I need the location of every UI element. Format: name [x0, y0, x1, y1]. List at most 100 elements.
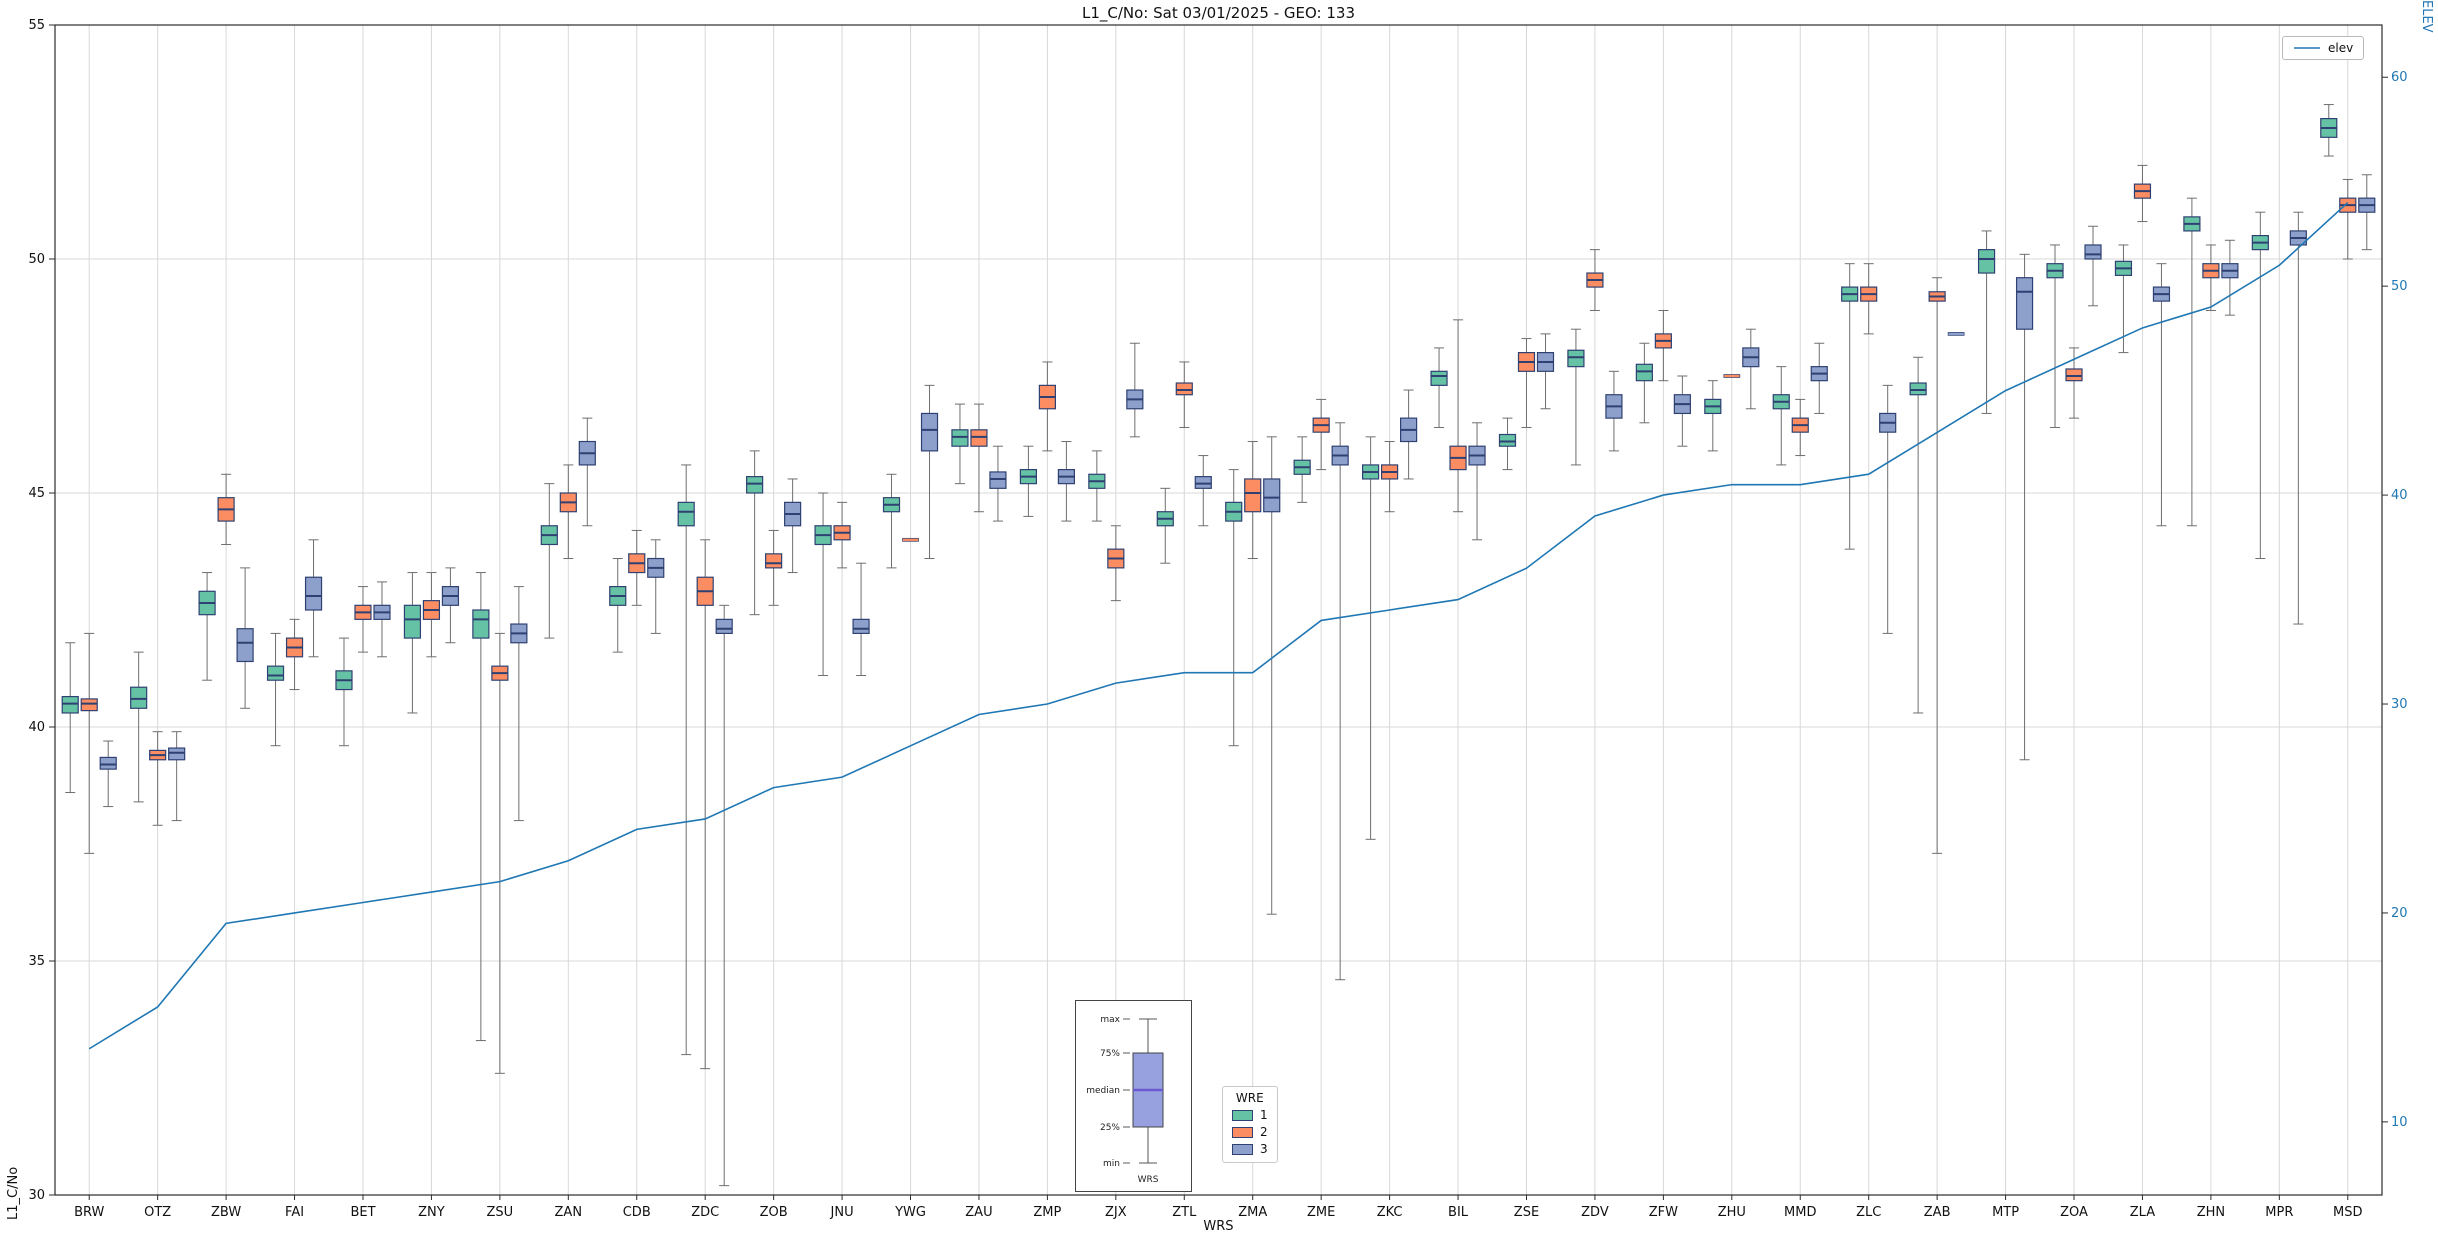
box-ZNY-wre1	[403, 572, 422, 714]
box-BIL-wre1	[1430, 347, 1448, 428]
box-rect	[2084, 244, 2102, 260]
box-rect	[304, 576, 323, 611]
box-ZTL-wre1	[1156, 487, 1174, 564]
wre-legend-item-2: 2	[1232, 1125, 1268, 1139]
box-ZAB-wre2	[1928, 277, 1946, 854]
box-ZDV-wre2	[1586, 249, 1604, 311]
left-tick-label: 50	[28, 252, 45, 267]
box-rect	[989, 471, 1007, 489]
box-MTP-wre1	[1977, 230, 1996, 414]
anatomy-p25-label: 25%	[1100, 1123, 1120, 1133]
box-ZAB-wre3	[1947, 332, 1965, 336]
box-MTP-wre3	[2015, 253, 2034, 761]
x-tick-label: ZFW	[1649, 1205, 1678, 1220]
box-ZLC-wre1	[1841, 263, 1859, 550]
wre-2-label: 2	[1260, 1125, 1268, 1139]
box-rect	[2015, 277, 2034, 330]
anatomy-diagram: max 75% median 25% min WRS	[1086, 1015, 1164, 1185]
box-ZBW-wre1	[198, 572, 216, 681]
x-tick-label: CDB	[623, 1205, 651, 1220]
box-ZSU-wre3	[510, 586, 528, 822]
box-MMD-wre2	[1791, 398, 1809, 457]
box-ZHU-wre2	[1723, 374, 1741, 378]
x-tick-label: ZLC	[1856, 1205, 1881, 1220]
x-tick-label: ZDV	[1581, 1205, 1609, 1220]
box-ZMA-wre2	[1244, 441, 1262, 560]
x-tick-label: ZMA	[1238, 1205, 1267, 1220]
box-ZSE-wre1	[1498, 417, 1517, 471]
box-ZAN-wre2	[559, 464, 577, 560]
box-BET-wre2	[354, 586, 372, 653]
box-FAI-wre1	[266, 632, 285, 747]
x-tick-label: ZLA	[2130, 1205, 2155, 1220]
box-JNU-wre1	[814, 492, 832, 677]
wre-legend-title: WRE	[1235, 1091, 1264, 1105]
box-MSD-wre1	[2320, 104, 2338, 157]
box-MPR-wre3	[2289, 211, 2307, 625]
box-rect	[1244, 478, 1262, 513]
box-ZLA-wre1	[2114, 244, 2133, 354]
wre-legend-item-1: 1	[1232, 1108, 1268, 1122]
box-BIL-wre3	[1468, 422, 1486, 541]
box-FAI-wre2	[285, 618, 304, 691]
x-tick-label: FAI	[285, 1205, 304, 1220]
box-ZNY-wre3	[441, 567, 460, 644]
box-MMD-wre1	[1772, 366, 1790, 466]
box-ZAU-wre1	[951, 403, 969, 485]
x-tick-label: ZOA	[2060, 1205, 2088, 1220]
x-tick-label: ZNY	[418, 1205, 445, 1220]
box-ZHN-wre1	[2183, 197, 2201, 527]
x-tick-label: ZDC	[691, 1205, 719, 1220]
box-ZDV-wre3	[1605, 370, 1623, 452]
box-rect	[1635, 363, 1653, 382]
x-tick-label: ZHN	[2197, 1205, 2225, 1220]
box-ZMA-wre1	[1225, 469, 1243, 747]
right-tick-label: 50	[2391, 279, 2408, 294]
box-MPR-wre1	[2251, 211, 2269, 560]
box-ZHU-wre3	[1742, 328, 1760, 410]
box-CDB-wre1	[609, 558, 627, 653]
elev-legend: elev	[2282, 36, 2365, 60]
wre-legend: WRE 1 2 3	[1222, 1086, 1278, 1163]
box-rect	[1498, 433, 1517, 447]
wre-legend-item-3: 3	[1232, 1142, 1268, 1156]
box-CDB-wre3	[647, 539, 665, 634]
anatomy-median-label: median	[1086, 1086, 1120, 1096]
boxplot-anatomy-inset: max 75% median 25% min WRS	[1075, 1000, 1192, 1192]
box-ZHU-wre1	[1704, 380, 1722, 452]
x-tick-label: MSD	[2333, 1205, 2362, 1220]
box-ZLC-wre2	[1860, 263, 1878, 335]
x-tick-label: BRW	[74, 1205, 104, 1220]
x-tick-label: ZSE	[1514, 1205, 1539, 1220]
plot-border	[54, 24, 2383, 1196]
x-tick-label: BET	[350, 1205, 375, 1220]
x-tick-label: ZTL	[1172, 1205, 1197, 1220]
x-tick-label: BIL	[1448, 1205, 1469, 1220]
left-tick-label: 30	[28, 1188, 45, 1203]
boxplots	[61, 104, 2376, 1187]
box-ZFW-wre1	[1635, 342, 1653, 424]
x-tick-label: ZSU	[487, 1205, 514, 1220]
box-YWG-wre2	[902, 537, 919, 542]
box-rect	[951, 429, 969, 447]
box-ZOB-wre2	[765, 529, 783, 606]
axis-ticks: 30 35 40 45 50 55 10 20 30 40 50 60 BRW OTZ ZBW FAI BET Z…	[28, 18, 2407, 1220]
box-ZSE-wre2	[1517, 338, 1536, 428]
box-OTZ-wre3	[168, 731, 186, 822]
elev-line	[88, 201, 2349, 1050]
x-tick-label: ZAB	[1924, 1205, 1951, 1220]
box-rect	[1175, 382, 1193, 396]
box-ZDC-wre3	[715, 604, 733, 1187]
box-rect	[746, 476, 764, 494]
left-tick-label: 45	[28, 486, 45, 501]
box-ZOA-wre1	[2046, 244, 2064, 428]
elev-legend-line-swatch	[2294, 47, 2320, 49]
box-ZOA-wre2	[2065, 347, 2083, 419]
x-tick-label: MPR	[2265, 1205, 2293, 1220]
box-ZLC-wre3	[1879, 384, 1897, 634]
right-tick-label: 30	[2391, 697, 2408, 712]
box-ZJX-wre2	[1107, 525, 1125, 602]
box-CDB-wre2	[628, 529, 646, 606]
anatomy-max-label: max	[1100, 1015, 1120, 1025]
